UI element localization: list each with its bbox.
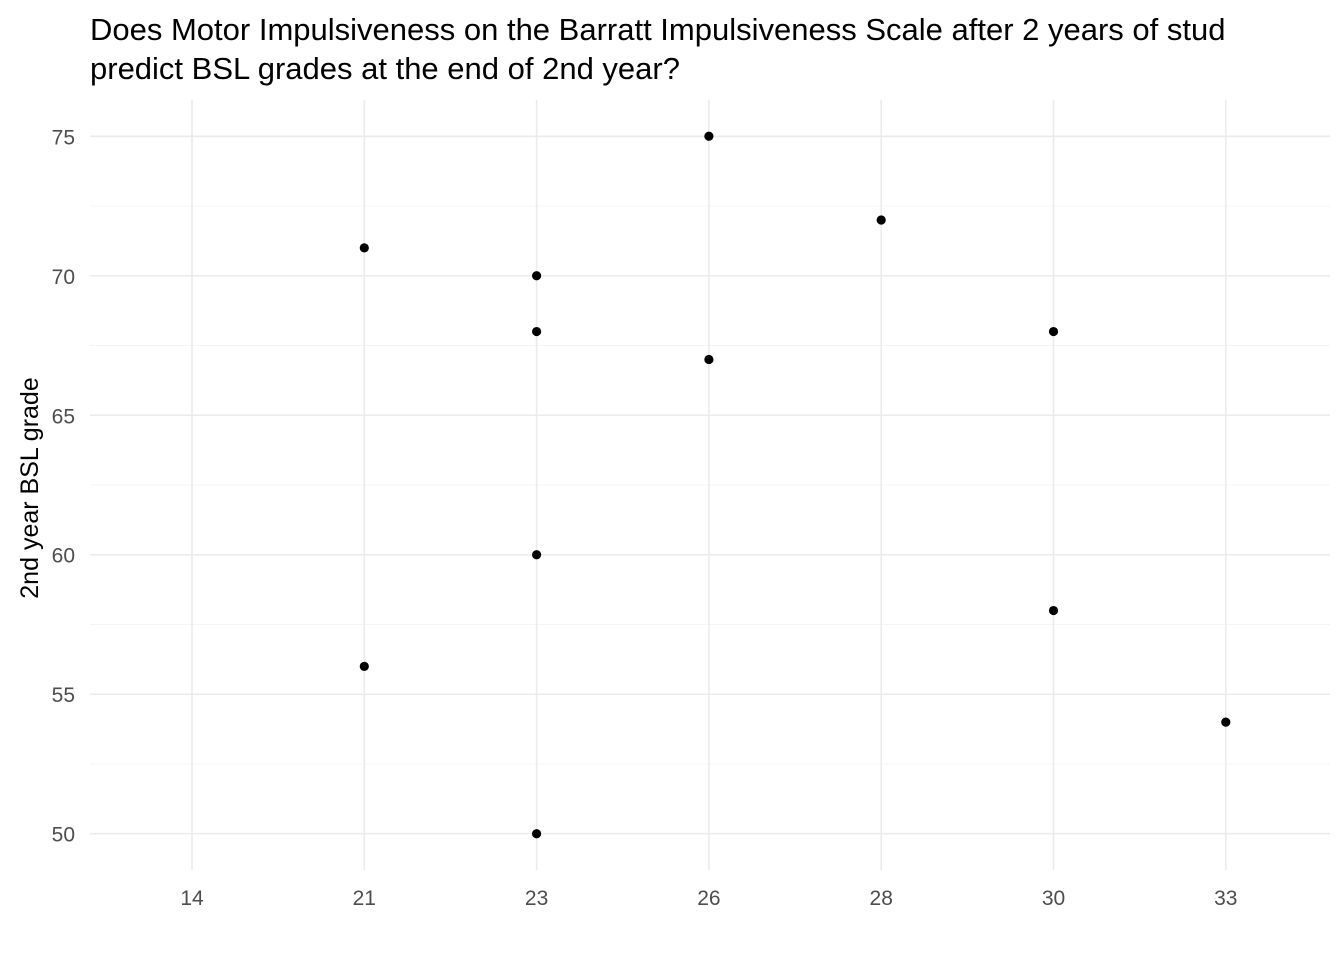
data-point [359,661,369,671]
chart-title-line-2: predict BSL grades at the end of 2nd yea… [90,51,680,86]
x-tick-label: 23 [525,887,548,910]
x-tick-label: 28 [870,887,893,910]
data-point [1048,326,1059,337]
y-tick-label: 70 [52,266,75,289]
data-point [1048,605,1059,616]
data-point [532,326,542,337]
data-point [359,243,369,253]
data-point [532,550,542,560]
y-axis-label: 2nd year BSL grade [16,377,44,598]
y-tick-label: 60 [52,545,75,568]
chart-title-line-1: Does Motor Impulsiveness on the Barratt … [90,12,1226,47]
data-point [876,215,886,225]
data-point [532,829,542,839]
y-tick-label: 75 [52,126,75,149]
x-tick-label: 30 [1042,887,1065,910]
y-tick-label: 50 [52,824,75,847]
x-tick-label: 33 [1214,887,1237,910]
x-tick-label: 21 [353,887,376,910]
x-tick-label: 14 [180,887,204,910]
y-tick-label: 55 [52,684,75,707]
y-tick-label: 65 [52,405,75,428]
data-point [704,131,714,141]
data-point [532,271,542,281]
x-tick-label: 26 [697,887,720,910]
data-point [704,354,714,365]
data-point [1221,717,1231,727]
